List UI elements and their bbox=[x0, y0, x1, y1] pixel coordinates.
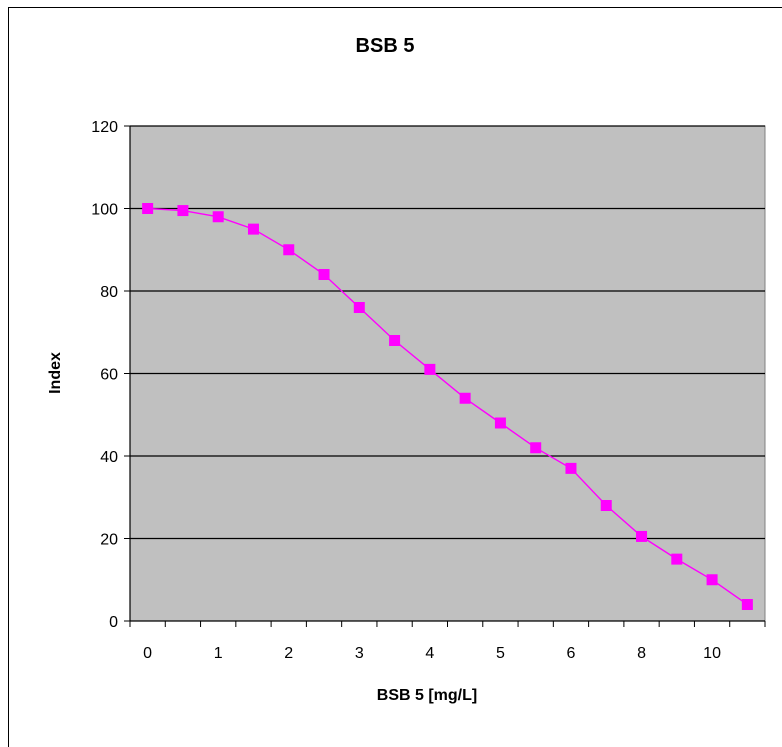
data-point bbox=[283, 244, 295, 256]
data-point bbox=[353, 302, 365, 313]
data-point bbox=[459, 392, 471, 404]
data-point bbox=[565, 462, 577, 474]
x-tick-label: 10 bbox=[703, 645, 721, 662]
data-point bbox=[247, 223, 259, 235]
y-tick-label: 20 bbox=[100, 532, 118, 549]
data-point bbox=[424, 363, 436, 375]
data-point bbox=[318, 269, 330, 280]
y-axis-title: Index bbox=[47, 352, 64, 394]
x-tick-label: 4 bbox=[425, 645, 434, 662]
data-point bbox=[636, 530, 648, 542]
data-point bbox=[530, 442, 542, 454]
y-tick-label: 60 bbox=[100, 367, 118, 384]
y-tick-label: 80 bbox=[100, 284, 118, 301]
data-point bbox=[600, 500, 612, 511]
x-tick-label: 0 bbox=[143, 645, 152, 662]
markers bbox=[142, 203, 753, 610]
data-point bbox=[177, 205, 189, 217]
data-point bbox=[741, 599, 753, 610]
x-tick-label: 3 bbox=[355, 645, 364, 662]
data-point bbox=[671, 553, 683, 565]
gridlines bbox=[130, 125, 765, 540]
x-tick-label: 6 bbox=[567, 645, 576, 662]
x-tick-label: 2 bbox=[284, 645, 293, 662]
y-tick-label: 0 bbox=[109, 614, 118, 631]
x-ticks: 0 1 2 3 4 5 6 8 10 bbox=[129, 621, 766, 662]
chart-title: BSB 5 bbox=[356, 35, 415, 57]
data-point bbox=[389, 335, 401, 346]
y-tick-label: 100 bbox=[91, 202, 118, 219]
x-tick-label: 5 bbox=[496, 645, 505, 662]
data-point bbox=[142, 203, 154, 214]
series-line bbox=[147, 207, 748, 606]
chart: 0 20 40 60 80 100 120 0 1 2 3 4 5 6 8 10 BSB 5 BSB 5 [… bbox=[47, 35, 766, 704]
data-point bbox=[494, 417, 506, 429]
data-point bbox=[706, 574, 718, 586]
x-axis-title: BSB 5 [mg/L] bbox=[377, 687, 477, 704]
y-ticks: 0 20 40 60 80 100 120 bbox=[91, 119, 130, 631]
x-tick-label: 8 bbox=[637, 645, 646, 662]
y-tick-label: 40 bbox=[100, 449, 118, 466]
chart-frame bbox=[8, 7, 782, 747]
y-tick-label: 120 bbox=[91, 119, 118, 136]
data-point bbox=[212, 211, 224, 223]
x-tick-label: 1 bbox=[214, 645, 223, 662]
